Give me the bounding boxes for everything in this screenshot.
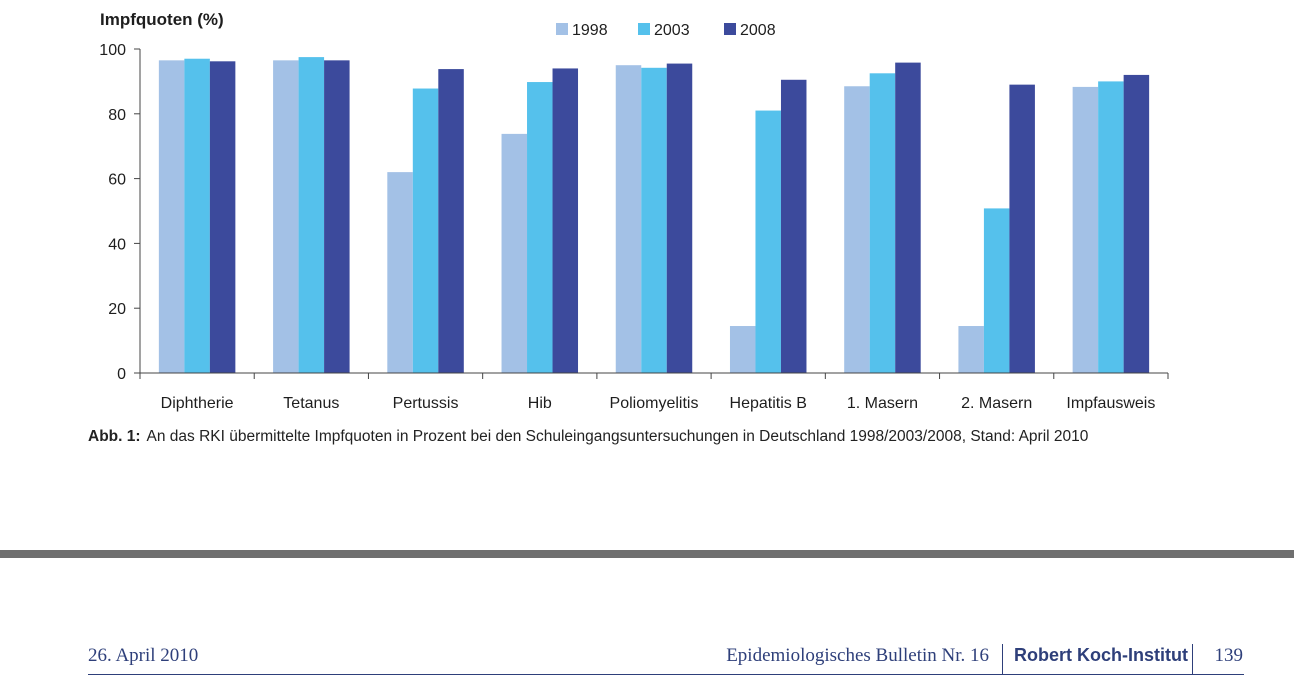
bar-2003 [184,58,210,373]
bar-2008 [1009,84,1035,373]
x-tick-label: 2. Masern [961,395,1032,412]
bar-2008 [780,79,807,373]
bar-2003 [755,110,781,373]
bar-2003 [641,67,667,374]
figure-caption: Abb. 1: An das RKI übermittelte Impfquote… [88,428,1088,446]
footer-page-number: 139 [1214,645,1244,666]
bar-2008 [1123,74,1150,374]
bar-2003 [1098,81,1124,374]
bar-chart: Impfquoten (%) 1998 2003 2008 0 20 40 60 80 100… [99,10,1169,412]
bar-2003 [869,73,896,374]
y-tick-label: 100 [99,42,126,59]
x-tick-label: Tetanus [283,395,339,412]
page-divider [0,550,1294,558]
y-axis: 0 20 40 60 80 100 [99,42,141,383]
legend-label: 1998 [572,22,608,39]
bar-2003 [983,208,1010,373]
bar-1998 [1072,86,1099,374]
legend-swatch [724,23,736,35]
caption-text: An das RKI übermittelte Impfquoten in Pr… [146,428,1089,445]
legend-label: 2003 [654,22,690,39]
bar-2003 [527,82,553,373]
footer-bulletin-title: Epidemiologisches Bulletin Nr. 16 [726,645,989,666]
y-tick-label: 20 [108,301,126,318]
bar-1998 [501,133,528,373]
bar-2008 [209,61,236,373]
bar-2008 [324,60,350,374]
bar-2003 [412,88,439,373]
bar-2008 [895,62,921,373]
x-tick-label: Diphtherie [161,395,234,412]
legend-swatch [638,23,650,35]
x-tick-label: Hepatitis B [730,395,807,412]
legend-swatch [556,23,568,35]
bar-1998 [273,60,299,374]
x-tick-label: Impfausweis [1066,395,1155,412]
bar-1998 [387,172,413,373]
y-axis-title: Impfquoten (%) [100,10,224,29]
x-tick-label: Hib [528,395,552,412]
caption-label: Abb. 1: [88,428,141,445]
bars [158,57,1150,374]
bar-1998 [615,65,642,373]
footer-separator [1002,644,1003,674]
bar-1998 [958,326,984,373]
bar-1998 [844,86,870,373]
y-tick-label: 0 [117,366,126,383]
bar-1998 [158,60,185,374]
y-tick-label: 40 [108,236,126,253]
bar-2003 [298,57,325,373]
footer-separator [1192,644,1193,674]
footer-institute: Robert Koch-Institut [1014,645,1188,665]
x-tick-label: Pertussis [393,395,459,412]
bar-2008 [552,68,579,373]
y-tick-label: 60 [108,172,126,189]
bar-2008 [666,63,693,373]
footer-date: 26. April 2010 [88,645,199,666]
x-tick-label: 1. Masern [847,395,918,412]
footer-rule [88,674,1244,675]
x-tick-label: Poliomyelitis [610,395,699,412]
legend: 1998 2003 2008 [556,22,776,39]
bar-1998 [729,326,756,373]
y-tick-label: 80 [108,107,126,124]
legend-label: 2008 [740,22,776,39]
x-axis: Diphtherie Tetanus Pertussis Hib Poliomyelit… [139,372,1169,412]
bar-2008 [438,69,464,373]
